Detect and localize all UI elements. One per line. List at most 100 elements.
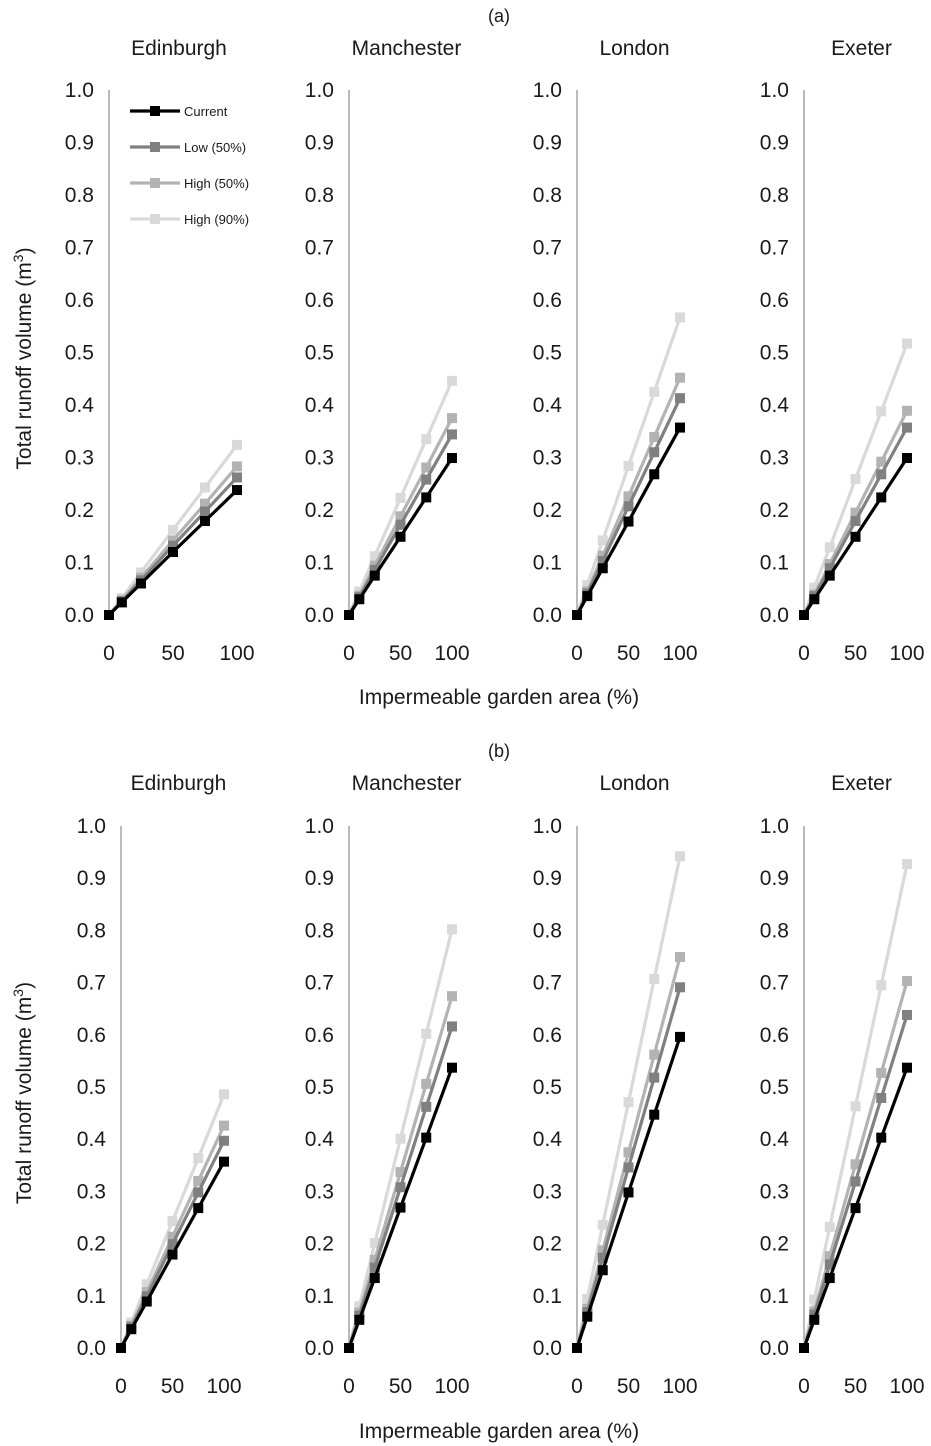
data-point bbox=[219, 1120, 229, 1131]
subplot-title: London bbox=[599, 37, 669, 60]
data-point bbox=[649, 1049, 660, 1060]
data-point bbox=[902, 976, 912, 987]
y-tick-label: 0.7 bbox=[305, 972, 334, 995]
data-point bbox=[623, 460, 634, 471]
data-point bbox=[141, 1296, 152, 1307]
y-tick-label: 0.4 bbox=[77, 1128, 107, 1151]
y-tick-label: 0.5 bbox=[65, 342, 94, 365]
data-point bbox=[141, 1291, 152, 1302]
data-point bbox=[219, 1156, 229, 1167]
series-low-50 bbox=[116, 1135, 229, 1353]
y-tick-label: 0.8 bbox=[760, 919, 789, 942]
legend: Current Low (50%) High (50%) High (90%) bbox=[130, 104, 249, 227]
series-current bbox=[344, 1062, 457, 1353]
subplot-title: Manchester bbox=[352, 772, 462, 795]
data-point bbox=[232, 461, 242, 472]
data-point bbox=[193, 1203, 204, 1214]
data-point bbox=[200, 516, 210, 527]
data-point bbox=[850, 1159, 861, 1170]
data-point bbox=[824, 563, 835, 574]
data-point bbox=[136, 578, 146, 589]
data-point bbox=[219, 1089, 229, 1100]
y-tick-label: 0.5 bbox=[760, 342, 789, 365]
x-tick-label: 50 bbox=[161, 1375, 184, 1398]
x-tick-label: 0 bbox=[798, 1375, 810, 1398]
data-point bbox=[369, 551, 380, 562]
series-high-90 bbox=[344, 924, 457, 1353]
x-tick-label: 0 bbox=[115, 1375, 127, 1398]
series-high-50 bbox=[799, 405, 912, 620]
data-point bbox=[116, 1343, 126, 1353]
data-point bbox=[649, 1109, 660, 1120]
data-point bbox=[597, 550, 608, 561]
data-point bbox=[572, 610, 582, 620]
series-line bbox=[575, 1036, 682, 1349]
x-tick-label: 100 bbox=[889, 642, 924, 665]
y-tick-label: 0.9 bbox=[533, 867, 562, 890]
data-point bbox=[850, 516, 861, 527]
y-tick-label: 0.6 bbox=[305, 1024, 334, 1047]
data-point bbox=[809, 1314, 820, 1325]
data-point bbox=[447, 429, 457, 440]
data-point bbox=[623, 491, 634, 502]
series-high-90 bbox=[572, 312, 685, 620]
data-point bbox=[126, 1324, 137, 1335]
data-point bbox=[824, 1221, 835, 1232]
data-point bbox=[369, 1273, 380, 1284]
data-point bbox=[395, 1182, 406, 1193]
data-point bbox=[572, 1343, 582, 1353]
x-tick-label: 0 bbox=[798, 642, 810, 665]
data-point bbox=[824, 1251, 835, 1262]
y-tick-label: 0.1 bbox=[305, 552, 334, 575]
data-point bbox=[354, 1301, 365, 1312]
y-tick-label: 0.1 bbox=[760, 1285, 789, 1308]
subplot-london: London 0.0 0.1 0.2 0.3 0.4 0.5 0.6 0.7 0.8 0.9 1.0 0… bbox=[533, 37, 698, 665]
data-point bbox=[421, 1028, 432, 1039]
series-high-50 bbox=[344, 413, 457, 620]
y-tick-label: 0.1 bbox=[533, 552, 562, 575]
y-tick-label: 1.0 bbox=[77, 815, 106, 838]
data-point bbox=[344, 610, 354, 620]
data-point bbox=[850, 1101, 861, 1112]
y-tick-label: 0.4 bbox=[760, 1128, 790, 1151]
series-current bbox=[572, 1031, 685, 1353]
y-tick-label: 0.3 bbox=[305, 447, 334, 470]
data-point bbox=[850, 507, 861, 518]
data-point bbox=[369, 570, 380, 581]
y-tick-label: 0.1 bbox=[65, 552, 94, 575]
data-point bbox=[597, 1245, 608, 1256]
data-point bbox=[649, 432, 660, 443]
y-tick-label: 0.2 bbox=[65, 499, 94, 522]
data-point bbox=[824, 570, 835, 581]
data-point bbox=[421, 1101, 432, 1112]
legend-swatch-marker bbox=[150, 214, 160, 224]
x-tick-label: 100 bbox=[206, 1375, 241, 1398]
y-tick-label: 0.9 bbox=[760, 132, 789, 155]
y-tick-label: 0.6 bbox=[760, 1024, 789, 1047]
series-current bbox=[116, 1156, 229, 1353]
y-tick-label: 0.3 bbox=[760, 1180, 789, 1203]
y-tick-label: 0.7 bbox=[65, 237, 94, 260]
data-point bbox=[200, 482, 210, 493]
data-point bbox=[232, 485, 242, 496]
y-tick-label: 0.7 bbox=[760, 237, 789, 260]
data-point bbox=[582, 591, 593, 602]
y-tick-label: 0.2 bbox=[533, 1233, 562, 1256]
x-axis-title: Impermeable garden area (%) bbox=[359, 686, 639, 709]
x-tick-label: 0 bbox=[343, 642, 355, 665]
y-tick-label: 0.9 bbox=[533, 132, 562, 155]
y-tick-label: 0.1 bbox=[77, 1285, 106, 1308]
y-tick-label: 0.0 bbox=[65, 604, 94, 627]
legend-swatch-marker bbox=[150, 178, 160, 188]
y-tick-label: 0.4 bbox=[533, 394, 563, 417]
panel-a: (a) Edinburgh 0.0 0.1 0.2 0.3 0.4 0.5 0.6 0.7 0.8 0… bbox=[10, 6, 925, 709]
x-tick-label: 0 bbox=[103, 642, 115, 665]
y-tick-label: 0.6 bbox=[305, 289, 334, 312]
data-point bbox=[876, 456, 887, 467]
x-tick-label: 100 bbox=[662, 642, 697, 665]
y-tick-label: 0.4 bbox=[760, 394, 790, 417]
legend-entry: High (90%) bbox=[130, 212, 249, 227]
data-point bbox=[447, 1062, 457, 1073]
data-point bbox=[582, 1311, 593, 1322]
